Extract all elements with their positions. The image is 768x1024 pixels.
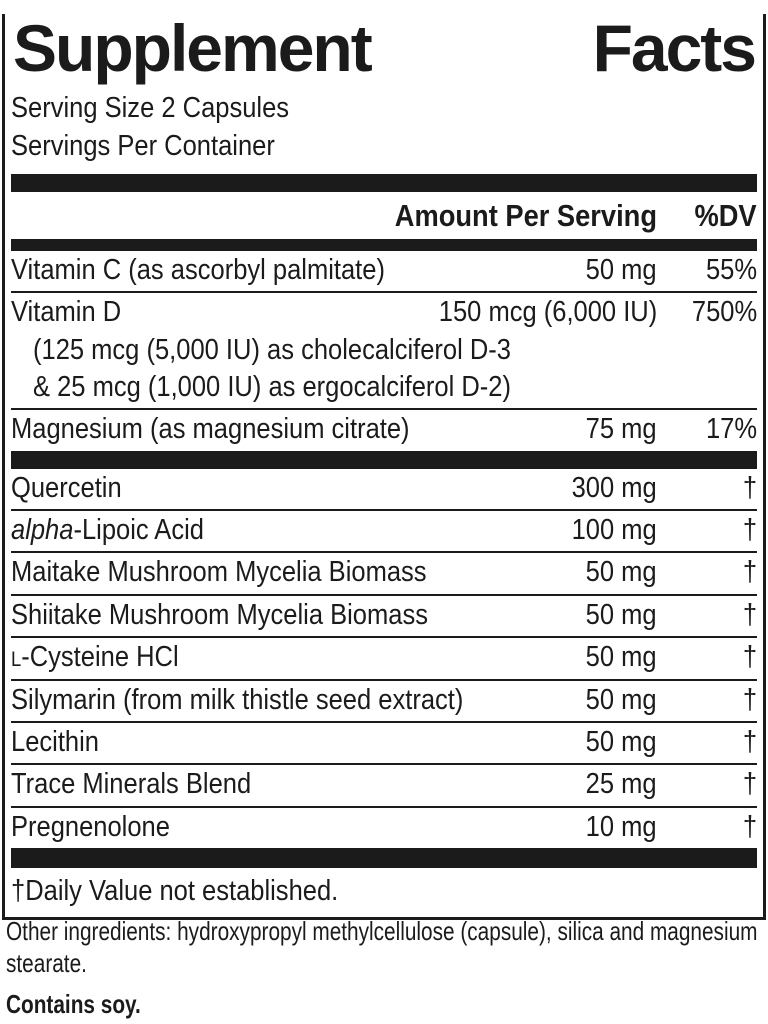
table-row-shiitake: Shiitake Mushroom Mycelia Biomass 50 mg … xyxy=(11,596,757,639)
table-row-alpha-lipoic-acid: alpha-Lipoic Acid 100 mg † xyxy=(11,511,757,554)
vitamin-d-detail-line2: & 25 mcg (1,000 IU) as ergocalciferol D-… xyxy=(33,371,511,404)
ingredient-name: L-Cysteine HCl xyxy=(11,641,179,674)
ingredient-dv: † xyxy=(742,598,757,631)
divider-bar-medium xyxy=(11,239,757,252)
contains-allergen-text: Contains soy. xyxy=(6,989,141,1020)
ingredient-amount: 100 mg xyxy=(571,514,657,547)
ingredient-name: Maitake Mushroom Mycelia Biomass xyxy=(11,556,427,589)
ingredient-amount: 75 mg xyxy=(586,413,657,446)
ingredient-name: Vitamin C (as ascorbyl palmitate) xyxy=(11,254,385,287)
table-row-trace-minerals: Trace Minerals Blend 25 mg † xyxy=(11,765,757,808)
table-row-silymarin: Silymarin (from milk thistle seed extrac… xyxy=(11,681,757,723)
table-row-magnesium: Magnesium (as magnesium citrate) 75 mg 1… xyxy=(11,410,757,450)
ingredient-dv: † xyxy=(742,768,757,801)
ingredient-dv: † xyxy=(742,641,757,674)
amount-per-serving-header: Amount Per Serving xyxy=(394,198,657,234)
column-header-row: Amount Per Serving %DV xyxy=(11,192,757,239)
ingredient-dv: 750% xyxy=(691,296,757,329)
ingredient-amount: 50 mg xyxy=(586,556,657,589)
ingredient-name: Silymarin (from milk thistle seed extrac… xyxy=(11,683,464,716)
ingredient-dv: † xyxy=(742,514,757,547)
ingredient-name: Quercetin xyxy=(11,471,122,504)
panel-title-word1: Supplement xyxy=(13,11,373,85)
ingredient-dv: 55% xyxy=(705,254,757,287)
table-row-vitamin-d: Vitamin D 150 mcg (6,000 IU) 750% xyxy=(11,293,757,333)
below-label-text: Other ingredients: hydroxypropyl methylc… xyxy=(6,915,768,1021)
ingredient-amount: 50 mg xyxy=(586,254,657,287)
ingredient-name: Magnesium (as magnesium citrate) xyxy=(11,413,410,446)
table-row-vitamin-c: Vitamin C (as ascorbyl palmitate) 50 mg … xyxy=(11,251,757,294)
ingredient-name: Trace Minerals Blend xyxy=(11,768,252,801)
ingredient-name: alpha-Lipoic Acid xyxy=(11,514,204,547)
divider-bar-thick xyxy=(11,174,757,193)
ingredient-name: Lecithin xyxy=(11,725,99,758)
daily-value-footnote: †Daily Value not established. xyxy=(11,874,339,907)
ingredient-amount: 10 mg xyxy=(586,810,657,843)
vitamin-d-detail-line1: (125 mcg (5,000 IU) as cholecalciferol D… xyxy=(33,333,511,366)
panel-title: Supplement Facts xyxy=(11,11,757,85)
table-row-vitamin-d-group: Vitamin D 150 mcg (6,000 IU) 750% (125 m… xyxy=(11,293,757,411)
panel-title-word2: Facts xyxy=(592,11,757,85)
ingredient-dv: † xyxy=(742,556,757,589)
supplement-facts-panel: Supplement Facts Serving Size 2 Capsules… xyxy=(2,14,766,920)
divider-bar-thick xyxy=(11,847,757,868)
table-row-lecithin: Lecithin 50 mg † xyxy=(11,723,757,766)
ingredient-dv: † xyxy=(742,683,757,716)
ingredient-name: Shiitake Mushroom Mycelia Biomass xyxy=(11,598,428,631)
ingredient-dv: † xyxy=(742,471,757,504)
ingredient-amount: 50 mg xyxy=(586,683,657,716)
ingredient-amount: 300 mg xyxy=(571,471,657,504)
serving-info: Serving Size 2 Capsules Servings Per Con… xyxy=(11,90,757,165)
ingredient-dv: 17% xyxy=(705,413,757,446)
ingredient-dv: † xyxy=(742,725,757,758)
ingredient-amount: 150 mcg (6,000 IU) xyxy=(438,296,657,329)
divider-bar-thick xyxy=(11,450,757,469)
ingredient-amount: 50 mg xyxy=(586,641,657,674)
table-row-maitake: Maitake Mushroom Mycelia Biomass 50 mg † xyxy=(11,553,757,596)
serving-size-line: Serving Size 2 Capsules xyxy=(11,92,290,125)
ingredient-amount: 50 mg xyxy=(586,725,657,758)
ingredient-name: Vitamin D xyxy=(11,296,122,329)
table-row-pregnenolone: Pregnenolone 10 mg † xyxy=(11,808,757,848)
percent-dv-header: %DV xyxy=(694,198,757,234)
ingredient-amount: 50 mg xyxy=(586,598,657,631)
servings-per-container-line: Servings Per Container xyxy=(11,129,275,162)
table-row-l-cysteine: L-Cysteine HCl 50 mg † xyxy=(11,638,757,681)
ingredient-amount: 25 mg xyxy=(586,768,657,801)
ingredient-dv: † xyxy=(742,810,757,843)
table-row-quercetin: Quercetin 300 mg † xyxy=(11,469,757,512)
other-ingredients-text: Other ingredients: hydroxypropyl methylc… xyxy=(6,916,758,979)
ingredient-name: Pregnenolone xyxy=(11,810,170,843)
